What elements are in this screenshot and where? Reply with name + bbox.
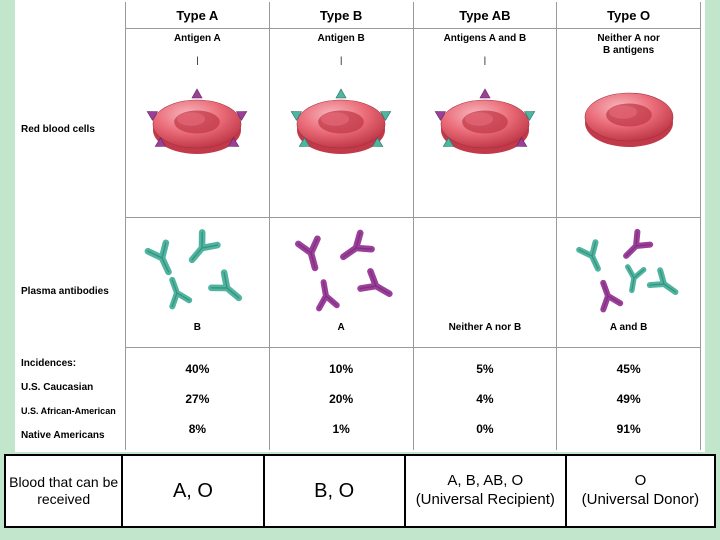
inc-2: 8% bbox=[189, 422, 206, 436]
compat-b: B, O bbox=[265, 456, 406, 526]
type-header: Type A bbox=[126, 2, 269, 28]
antigen-label: Antigen B bbox=[318, 33, 365, 57]
column-1: Type B Antigen B | A bbox=[269, 2, 413, 450]
antigen-label: Antigens A and B bbox=[444, 33, 527, 57]
inc-0: 5% bbox=[476, 362, 493, 376]
antibody-cell: Neither A nor B bbox=[414, 218, 557, 348]
rbc-cell: Neither A norB antigens bbox=[557, 28, 700, 218]
type-header: Type O bbox=[557, 2, 700, 28]
compatibility-table: Blood that can be received A, O B, O A, … bbox=[4, 454, 716, 528]
incidence-block: 5% 4% 0% bbox=[414, 348, 557, 450]
compat-header: Blood that can be received bbox=[6, 456, 123, 526]
compat-o: O(Universal Donor) bbox=[567, 456, 714, 526]
inc-1: 4% bbox=[476, 392, 493, 406]
rbc-cell: Antigen A | bbox=[126, 28, 269, 218]
antibody-label: A and B bbox=[610, 322, 647, 333]
tick-mark: | bbox=[196, 57, 198, 64]
incidence-block: 45% 49% 91% bbox=[557, 348, 700, 450]
inc-2: 91% bbox=[617, 422, 641, 436]
incidence-block: 40% 27% 8% bbox=[126, 348, 269, 450]
row-labels: Red blood cells Plasma antibodies Incide… bbox=[15, 0, 125, 452]
antibody-cell: A bbox=[270, 218, 413, 348]
type-header: Type B bbox=[270, 2, 413, 28]
label-rbc: Red blood cells bbox=[21, 124, 95, 135]
antibody-cell: B bbox=[126, 218, 269, 348]
compat-ab: A, B, AB, O(Universal Recipient) bbox=[406, 456, 567, 526]
label-antibodies: Plasma antibodies bbox=[21, 286, 109, 297]
antibody-label: Neither A nor B bbox=[449, 322, 522, 333]
antibody-cell: A and B bbox=[557, 218, 700, 348]
rbc-cell: Antigens A and B | bbox=[414, 28, 557, 218]
label-inc-0: U.S. Caucasian bbox=[21, 382, 93, 393]
label-inc-2: Native Americans bbox=[21, 430, 105, 441]
antibody-label: A bbox=[338, 322, 345, 333]
blood-type-chart: Red blood cells Plasma antibodies Incide… bbox=[15, 0, 705, 452]
inc-0: 40% bbox=[185, 362, 209, 376]
tick-mark: | bbox=[340, 57, 342, 64]
antibody-label: B bbox=[194, 322, 201, 333]
column-2: Type AB Antigens A and B | Neither A nor… bbox=[413, 2, 557, 450]
inc-0: 45% bbox=[617, 362, 641, 376]
inc-1: 27% bbox=[185, 392, 209, 406]
rbc-cell: Antigen B | bbox=[270, 28, 413, 218]
column-3: Type O Neither A norB antigens bbox=[556, 2, 701, 450]
incidence-block: 10% 20% 1% bbox=[270, 348, 413, 450]
inc-2: 1% bbox=[332, 422, 349, 436]
label-incidences: Incidences: bbox=[21, 358, 76, 369]
chart-grid: Type A Antigen A | B bbox=[125, 2, 701, 450]
compat-a: A, O bbox=[123, 456, 264, 526]
label-inc-1: U.S. African-American bbox=[21, 406, 116, 416]
antigen-label: Antigen A bbox=[174, 33, 221, 57]
type-header: Type AB bbox=[414, 2, 557, 28]
inc-2: 0% bbox=[476, 422, 493, 436]
tick-mark: | bbox=[484, 57, 486, 64]
inc-1: 20% bbox=[329, 392, 353, 406]
column-0: Type A Antigen A | B bbox=[125, 2, 269, 450]
antigen-label: Neither A norB antigens bbox=[597, 33, 660, 57]
inc-0: 10% bbox=[329, 362, 353, 376]
inc-1: 49% bbox=[617, 392, 641, 406]
